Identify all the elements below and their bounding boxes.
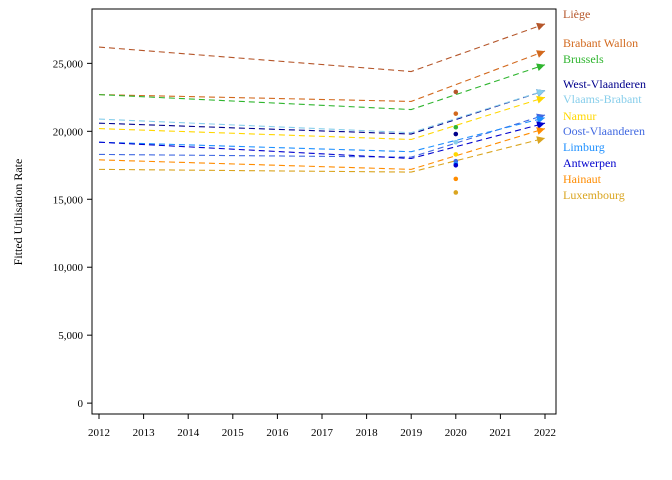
region-label: Brabant Wallon <box>563 36 638 50</box>
series-line <box>98 90 546 135</box>
series-arrowhead <box>536 22 545 31</box>
region-label: West-Vlaanderen <box>563 77 646 91</box>
series-arrowhead <box>536 89 545 97</box>
x-tick-label: 2021 <box>489 427 511 439</box>
x-axis: 2012 2013 2014 2015 2016 2017 2018 2019 2020 2021… <box>88 414 556 439</box>
observed-point <box>453 139 459 145</box>
x-tick-label: 2022 <box>534 427 556 439</box>
series-arrowhead <box>536 50 545 58</box>
plot-frame <box>91 8 557 415</box>
region-label: Liège <box>563 7 590 21</box>
observed-point <box>453 152 459 157</box>
region-label: Antwerpen <box>563 156 616 170</box>
series-line <box>98 50 546 102</box>
region-label: Hainaut <box>563 172 602 186</box>
x-tick-label: 2016 <box>266 427 289 439</box>
y-axis-title: Fitted Utilisation Rate <box>11 159 25 266</box>
series-arrowhead <box>536 115 545 124</box>
observed-points <box>453 89 459 195</box>
y-tick-label: 10,000 <box>53 262 84 274</box>
series-arrowhead <box>536 95 545 104</box>
series-line <box>98 90 546 134</box>
x-tick-label: 2015 <box>222 427 245 439</box>
x-tick-label: 2018 <box>356 427 379 439</box>
region-label: Namur <box>563 109 596 123</box>
y-tick-label: 20,000 <box>53 126 84 138</box>
series-line <box>98 23 546 73</box>
x-tick-label: 2017 <box>311 427 334 439</box>
series-line <box>98 128 546 170</box>
y-tick-label: 25,000 <box>53 58 84 70</box>
y-axis: 0 5,000 10,000 15,000 20,000 25,000 <box>53 58 92 410</box>
observed-point <box>453 131 459 137</box>
series-arrowhead <box>536 136 545 144</box>
series-lines <box>98 22 546 173</box>
region-labels: Liège Brabant Wallon Brussels West-Vlaander… <box>563 7 646 202</box>
series-line <box>98 137 546 173</box>
series-line <box>98 117 546 153</box>
observed-point <box>453 124 459 130</box>
x-tick-label: 2012 <box>88 427 110 439</box>
series-arrowhead <box>536 127 545 135</box>
region-label: Brussels <box>563 52 604 66</box>
series-arrowhead <box>536 121 545 130</box>
observed-point <box>453 162 459 168</box>
x-tick-label: 2019 <box>400 427 423 439</box>
x-tick-label: 2013 <box>133 427 156 439</box>
series-arrowhead <box>536 63 545 72</box>
x-tick-label: 2020 <box>445 427 468 439</box>
series-line <box>98 64 546 111</box>
observed-point <box>453 111 459 116</box>
observed-point <box>453 190 459 195</box>
observed-point <box>453 176 459 182</box>
y-tick-label: 15,000 <box>53 194 84 206</box>
series-line <box>98 122 546 160</box>
observed-point <box>453 89 459 95</box>
y-tick-label: 0 <box>78 398 84 410</box>
y-tick-label: 5,000 <box>58 330 83 342</box>
region-label: Luxembourg <box>563 188 625 202</box>
series-line <box>98 96 546 141</box>
x-tick-label: 2014 <box>177 427 200 439</box>
region-label: Oost-Vlaanderen <box>563 124 645 138</box>
region-label: Vlaams-Brabant <box>563 92 642 106</box>
region-label: Limburg <box>563 140 605 154</box>
